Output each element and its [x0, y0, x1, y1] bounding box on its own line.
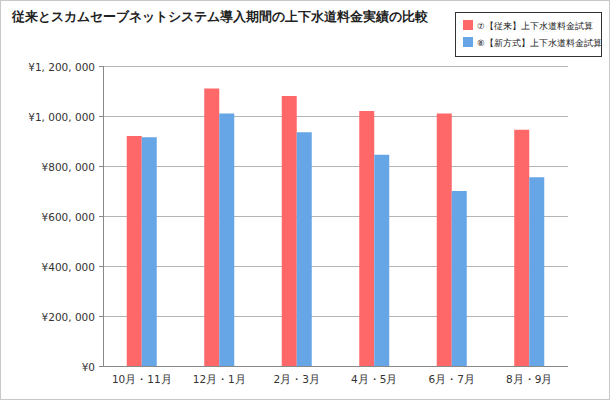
tick-mark — [99, 116, 103, 117]
category-label: 2月・3月 — [274, 373, 320, 385]
tick-label: ¥200, 000 — [42, 311, 95, 323]
bar — [359, 111, 374, 366]
tick-label: ¥1, 000, 000 — [28, 111, 95, 123]
title: 従来とスカムセーブネットシステム導入期間の上下水道料金実績の比較 — [11, 9, 429, 24]
x-axis — [103, 366, 568, 367]
legend-label: ⑦【従来】上下水道料金試算 — [477, 21, 593, 31]
category-label: 6月・7月 — [429, 373, 475, 385]
tick-mark — [99, 316, 103, 317]
grid-line — [103, 366, 568, 367]
bar — [204, 89, 219, 367]
grid-line — [103, 216, 568, 217]
bar — [127, 136, 142, 366]
category-label: 10月・11月 — [112, 373, 172, 385]
grid-line — [103, 266, 568, 267]
grid — [99, 67, 568, 367]
legend: ⑦【従来】上下水道料金試算 ⑧【新方式】上下水道料金試算 — [456, 13, 602, 57]
y-axis — [103, 66, 104, 366]
grid-line — [103, 316, 568, 317]
category-label: 8月・9月 — [506, 373, 552, 385]
tick-mark — [99, 266, 103, 267]
chart: 従来とスカムセーブネットシステム導入期間の上下水道料金実績の比較 ¥0 ¥200, … — [0, 0, 610, 400]
bar — [452, 191, 467, 366]
tick-mark — [99, 66, 103, 67]
tick-label: ¥800, 000 — [42, 161, 95, 173]
bar — [514, 130, 529, 366]
grid-line — [103, 166, 568, 167]
legend-label: ⑧【新方式】上下水道料金試算 — [477, 38, 602, 48]
category-label: 12月・1月 — [193, 373, 246, 385]
tick-label: ¥0 — [82, 361, 95, 373]
tick-mark — [99, 216, 103, 217]
bar — [374, 155, 389, 366]
tick-label: ¥1, 200, 000 — [28, 61, 95, 73]
grid-line — [103, 66, 568, 67]
bar — [282, 96, 297, 366]
tick-label: ¥600, 000 — [42, 211, 95, 223]
grid-line — [103, 116, 568, 117]
legend-swatch — [463, 20, 473, 30]
legend-box — [456, 13, 602, 57]
bar — [142, 137, 157, 366]
category-label: 4月・5月 — [351, 373, 397, 385]
tick-mark — [99, 166, 103, 167]
tick-mark — [99, 366, 103, 367]
bar — [437, 114, 452, 367]
bar — [297, 132, 312, 366]
tick-label: ¥400, 000 — [42, 261, 95, 273]
bars — [127, 89, 545, 367]
bar — [529, 177, 544, 366]
chart-border — [1, 1, 610, 400]
bar — [219, 114, 234, 367]
legend-swatch — [463, 37, 473, 47]
